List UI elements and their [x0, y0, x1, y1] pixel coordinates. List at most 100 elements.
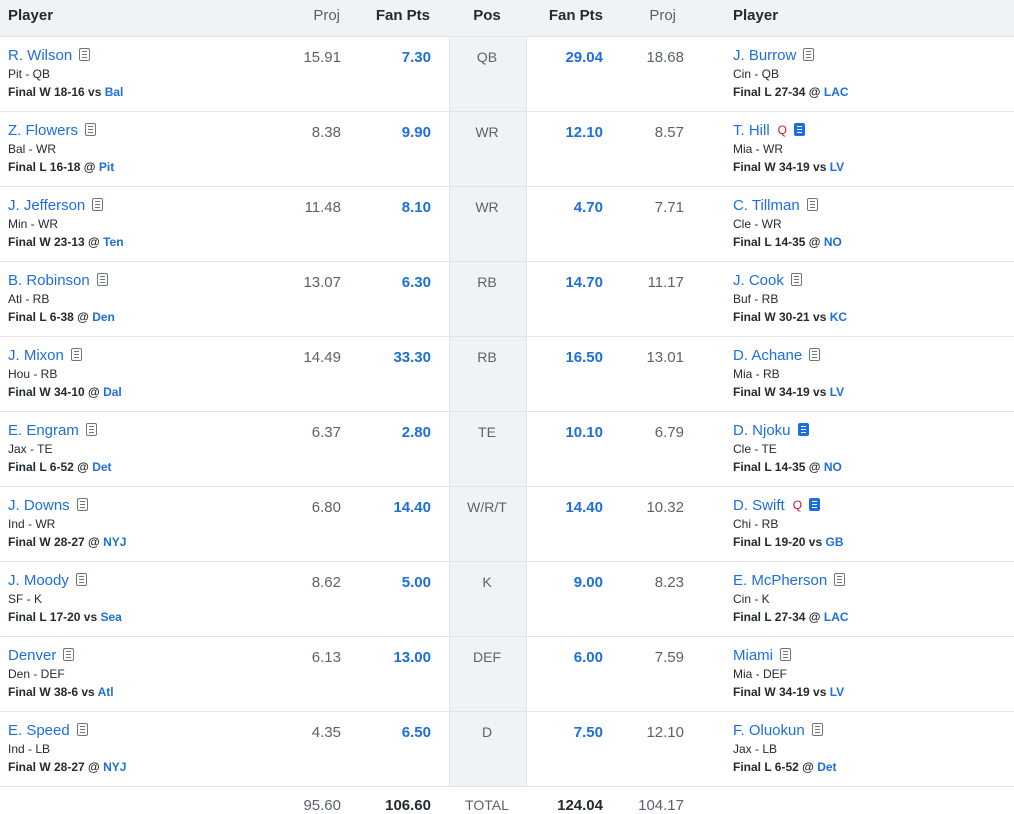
- left-fanpts[interactable]: 2.80: [401, 424, 431, 441]
- right-opponent-link[interactable]: NO: [823, 460, 842, 474]
- left-opponent-link[interactable]: Ten: [103, 235, 124, 249]
- header-fanpts-right: Fan Pts: [548, 7, 603, 24]
- left-opponent-link[interactable]: Den: [92, 310, 115, 324]
- left-opponent-link[interactable]: NYJ: [103, 760, 127, 774]
- right-fanpts[interactable]: 14.70: [565, 274, 603, 291]
- table-row: J. Mixon Hou - RB Final W 34-10 @ Dal 14.49…: [0, 337, 1014, 412]
- right-fanpts[interactable]: 10.10: [565, 424, 603, 441]
- right-opponent-link[interactable]: GB: [825, 535, 844, 549]
- player-note-icon[interactable]: [85, 123, 97, 136]
- right-fanpts[interactable]: 16.50: [565, 349, 603, 366]
- player-note-icon[interactable]: [70, 348, 82, 361]
- player-note-icon[interactable]: [811, 723, 823, 736]
- player-note-icon[interactable]: [803, 48, 815, 61]
- right-result-text: Final L 27-34 @: [733, 85, 821, 99]
- left-game-result: Final W 23-13 @ Ten: [8, 235, 124, 249]
- right-opponent-link[interactable]: LAC: [823, 610, 849, 624]
- left-player-link[interactable]: B. Robinson: [8, 272, 90, 289]
- left-player-link[interactable]: J. Jefferson: [8, 197, 86, 214]
- right-fanpts[interactable]: 7.50: [573, 724, 603, 741]
- right-opponent-link[interactable]: LV: [829, 685, 845, 699]
- right-proj: 7.71: [654, 199, 684, 216]
- right-fanpts[interactable]: 6.00: [573, 649, 603, 666]
- right-injury-status: Q: [777, 123, 788, 137]
- right-team-position: Mia - RB: [733, 367, 780, 381]
- right-opponent-link[interactable]: LV: [829, 385, 845, 399]
- left-fanpts[interactable]: 5.00: [401, 574, 431, 591]
- left-player-link[interactable]: J. Downs: [8, 497, 70, 514]
- left-opponent-link[interactable]: Atl: [97, 685, 114, 699]
- right-fanpts[interactable]: 29.04: [565, 49, 603, 66]
- left-fanpts[interactable]: 7.30: [401, 49, 431, 66]
- right-team-position: Cle - TE: [733, 442, 777, 456]
- right-player-link[interactable]: T. Hill: [733, 122, 770, 139]
- left-player-link[interactable]: R. Wilson: [8, 47, 73, 64]
- left-opponent-link[interactable]: Sea: [100, 610, 122, 624]
- right-opponent-link[interactable]: LAC: [823, 85, 849, 99]
- left-player-link[interactable]: J. Moody: [8, 572, 69, 589]
- player-note-icon[interactable]: [85, 423, 97, 436]
- player-note-icon[interactable]: [75, 573, 87, 586]
- right-player-link[interactable]: D. Achane: [733, 347, 803, 364]
- left-player-link[interactable]: E. Speed: [8, 722, 70, 739]
- right-opponent-link[interactable]: LV: [829, 160, 845, 174]
- right-fanpts[interactable]: 12.10: [565, 124, 603, 141]
- left-fanpts[interactable]: 8.10: [401, 199, 431, 216]
- position-column: [449, 37, 527, 787]
- right-player-link[interactable]: E. McPherson: [733, 572, 828, 589]
- left-opponent-link[interactable]: Dal: [103, 385, 122, 399]
- right-fanpts[interactable]: 4.70: [573, 199, 603, 216]
- player-note-icon[interactable]: [92, 198, 104, 211]
- left-opponent-link[interactable]: NYJ: [103, 535, 127, 549]
- left-player-link[interactable]: J. Mixon: [8, 347, 64, 364]
- left-fanpts[interactable]: 6.30: [401, 274, 431, 291]
- left-player-link[interactable]: Denver: [8, 647, 57, 664]
- right-player-link[interactable]: J. Burrow: [733, 47, 797, 64]
- left-fanpts[interactable]: 9.90: [401, 124, 431, 141]
- right-player-link[interactable]: C. Tillman: [733, 197, 800, 214]
- right-opponent-link[interactable]: NO: [823, 235, 842, 249]
- left-fanpts[interactable]: 33.30: [393, 349, 431, 366]
- player-note-icon[interactable]: [809, 348, 821, 361]
- right-player-link[interactable]: D. Njoku: [733, 422, 791, 439]
- right-player-link[interactable]: F. Oluokun: [733, 722, 805, 739]
- player-note-icon[interactable]: [780, 648, 791, 661]
- player-note-icon[interactable]: [63, 648, 75, 661]
- right-team-position: Mia - DEF: [733, 667, 787, 681]
- player-note-icon[interactable]: [76, 723, 88, 736]
- player-note-icon[interactable]: [76, 498, 88, 511]
- left-team-position: Pit - QB: [8, 67, 51, 81]
- player-note-new-icon[interactable]: [794, 123, 806, 136]
- left-result-text: Final W 23-13 @: [8, 235, 100, 249]
- right-opponent-link[interactable]: KC: [829, 310, 848, 324]
- left-game-result: Final W 28-27 @ NYJ: [8, 535, 126, 549]
- player-note-icon[interactable]: [806, 198, 818, 211]
- left-result-text: Final W 28-27 @: [8, 535, 100, 549]
- left-proj: 11.48: [304, 199, 341, 216]
- right-player-name: D. Njoku: [733, 422, 809, 439]
- left-opponent-link[interactable]: Det: [92, 460, 112, 474]
- left-player-link[interactable]: E. Engram: [8, 422, 79, 439]
- total-proj-left: 95.60: [303, 797, 341, 814]
- player-note-new-icon[interactable]: [797, 423, 809, 436]
- player-note-icon[interactable]: [79, 48, 91, 61]
- player-note-icon[interactable]: [790, 273, 802, 286]
- left-player-link[interactable]: Z. Flowers: [8, 122, 79, 139]
- header-pos: Pos: [473, 7, 501, 24]
- player-note-new-icon[interactable]: [809, 498, 821, 511]
- right-player-link[interactable]: J. Cook: [733, 272, 784, 289]
- left-result-text: Final W 28-27 @: [8, 760, 100, 774]
- player-note-icon[interactable]: [834, 573, 846, 586]
- right-player-link[interactable]: D. Swift: [733, 497, 785, 514]
- left-opponent-link[interactable]: Pit: [98, 160, 115, 174]
- right-fanpts[interactable]: 14.40: [565, 499, 603, 516]
- right-fanpts[interactable]: 9.00: [573, 574, 603, 591]
- left-opponent-link[interactable]: Bal: [104, 85, 124, 99]
- left-fanpts[interactable]: 6.50: [401, 724, 431, 741]
- left-fanpts[interactable]: 14.40: [393, 499, 431, 516]
- right-player-link[interactable]: Miami: [733, 647, 773, 664]
- left-fanpts[interactable]: 13.00: [393, 649, 431, 666]
- right-game-result: Final L 14-35 @ NO: [733, 235, 842, 249]
- right-opponent-link[interactable]: Det: [817, 760, 837, 774]
- player-note-icon[interactable]: [96, 273, 108, 286]
